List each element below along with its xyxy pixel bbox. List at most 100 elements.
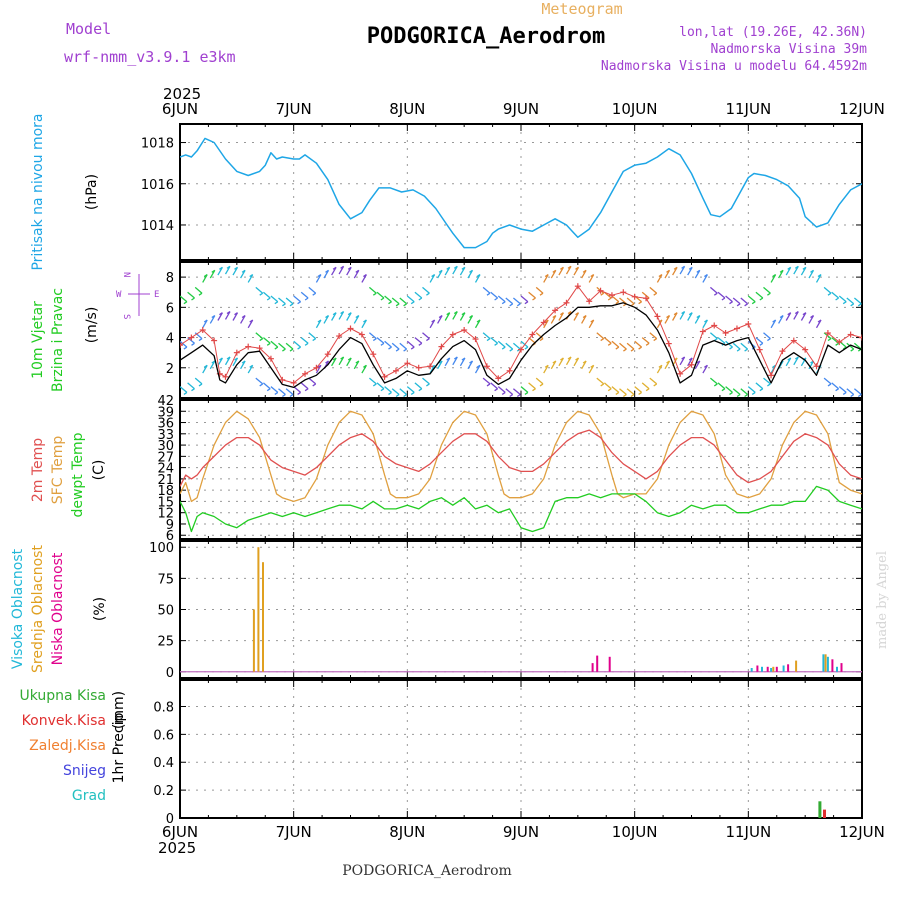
wind-arrow — [709, 332, 718, 340]
wind-arrow — [853, 342, 862, 350]
wind-arrow — [505, 342, 514, 350]
cloud-bar — [252, 609, 255, 672]
wind-arrow-head — [226, 265, 231, 269]
wind-arrow-head — [729, 346, 733, 350]
dewpoint-line — [180, 485, 862, 533]
wind-arrow — [846, 388, 855, 395]
wind-speed-line — [180, 302, 862, 389]
wind-arrow — [429, 274, 436, 283]
wind-arrow — [672, 266, 678, 276]
wind-arrow-head — [403, 393, 407, 398]
wind-arrow — [831, 291, 840, 299]
wind-arrow-head — [312, 383, 317, 387]
wind-arrow-head — [198, 383, 203, 387]
wind-arrow — [535, 332, 544, 340]
wind-arrow — [300, 382, 309, 390]
wind-arrow — [202, 319, 208, 329]
wind-arrow-head — [388, 391, 392, 395]
wind-arrow-head — [241, 315, 246, 319]
wind-arrow-head — [787, 357, 792, 361]
wind-arrow-head — [560, 357, 564, 361]
wind-arrow-head — [582, 360, 587, 364]
wind-arrow — [596, 377, 605, 385]
wind-arrow — [353, 360, 360, 370]
wind-arrow-head — [494, 297, 498, 301]
top-date-label: 6JUN — [162, 100, 198, 118]
wind-arrow — [452, 356, 458, 366]
wind-arrow-head — [259, 338, 264, 342]
wind-arrow — [656, 274, 663, 283]
wind-arrow-head — [509, 393, 514, 398]
bottom-date-label: 7JUN — [276, 823, 312, 841]
wind-arrow-head — [509, 303, 514, 307]
wind-barbs-group — [180, 265, 862, 398]
bottom-date-label: 9JUN — [503, 823, 539, 841]
wind-arrow-head — [297, 391, 301, 395]
wind-arrow-head — [325, 315, 329, 319]
cloud-ylabel-high: Visoka Oblacnost — [10, 548, 26, 669]
wind-arrow — [308, 377, 317, 385]
wind-arrow-head — [794, 311, 799, 315]
wind-arrow-head — [767, 383, 771, 387]
wind-arrow — [649, 332, 658, 340]
wind-arrow-head — [696, 360, 701, 364]
wind-arrow — [641, 291, 650, 299]
wind-arrow-head — [607, 342, 612, 346]
wind-arrow-head — [380, 342, 385, 346]
wind-arrow-head — [241, 360, 246, 364]
wind-arrow — [732, 388, 741, 395]
wind-arrow-head — [582, 315, 587, 319]
top-date-label: 7JUN — [276, 100, 312, 118]
wind-arrow — [573, 266, 580, 276]
wind-arrow-head — [410, 391, 415, 395]
wind-arrow-head — [767, 292, 771, 296]
wind-arrow-head — [787, 312, 792, 316]
wind-arrow-head — [426, 292, 430, 296]
wind-arrow — [778, 315, 784, 324]
wind-arrow-head — [552, 360, 557, 364]
temperature-ytick-label: 21 — [157, 473, 174, 488]
pressure-ytick-label: 1014 — [141, 219, 174, 234]
wind-arrow — [414, 291, 423, 299]
wind-arrow-head — [857, 393, 862, 398]
wind-arrow-head — [759, 342, 764, 346]
temp-ylabel-sfc: SFC Temp — [50, 436, 66, 505]
wind-arrow — [270, 386, 279, 393]
temperature-ytick-label: 6 — [166, 529, 174, 544]
wind-arrow-head — [431, 364, 435, 368]
wind-arrow-head — [249, 319, 254, 323]
wind-arrow-head — [259, 383, 264, 387]
wind-arrow-head — [403, 303, 407, 307]
wind-arrow — [255, 286, 264, 294]
wind-arrow — [838, 386, 847, 393]
wind-arrow — [740, 342, 749, 350]
cloud-bar — [756, 665, 759, 672]
cloud-ylabel-mid: Srednja Oblacnost — [30, 545, 46, 673]
wind-arrow — [429, 319, 436, 329]
wind-arrow — [702, 274, 708, 283]
cloud-bar — [787, 664, 790, 672]
wind-arrow-head — [410, 346, 415, 350]
wind-arrow — [626, 297, 635, 305]
wind-arrow — [611, 386, 620, 393]
wind-arrow — [353, 269, 360, 279]
wind-arrow — [596, 332, 605, 340]
wind-arrow — [581, 269, 587, 279]
wind-arrow — [368, 332, 377, 340]
wind-arrow-head — [575, 357, 579, 361]
wind-arrow-head — [729, 301, 733, 305]
wind-arrow — [815, 319, 822, 329]
wind-arrow — [505, 388, 514, 395]
wind-arrow — [846, 297, 855, 305]
wind-arrow-head — [438, 360, 443, 364]
wind-arrow — [550, 360, 557, 370]
pressure-line — [180, 137, 862, 249]
wind-arrow — [528, 382, 536, 390]
wind-arrow-head — [403, 348, 407, 352]
wind-arrow-head — [666, 360, 670, 364]
wind-arrow-head — [600, 383, 605, 387]
wind-arrow — [558, 357, 564, 367]
wind-arrow — [823, 286, 832, 294]
wind-arrow-head — [827, 383, 832, 387]
wind-arrow — [459, 266, 466, 276]
